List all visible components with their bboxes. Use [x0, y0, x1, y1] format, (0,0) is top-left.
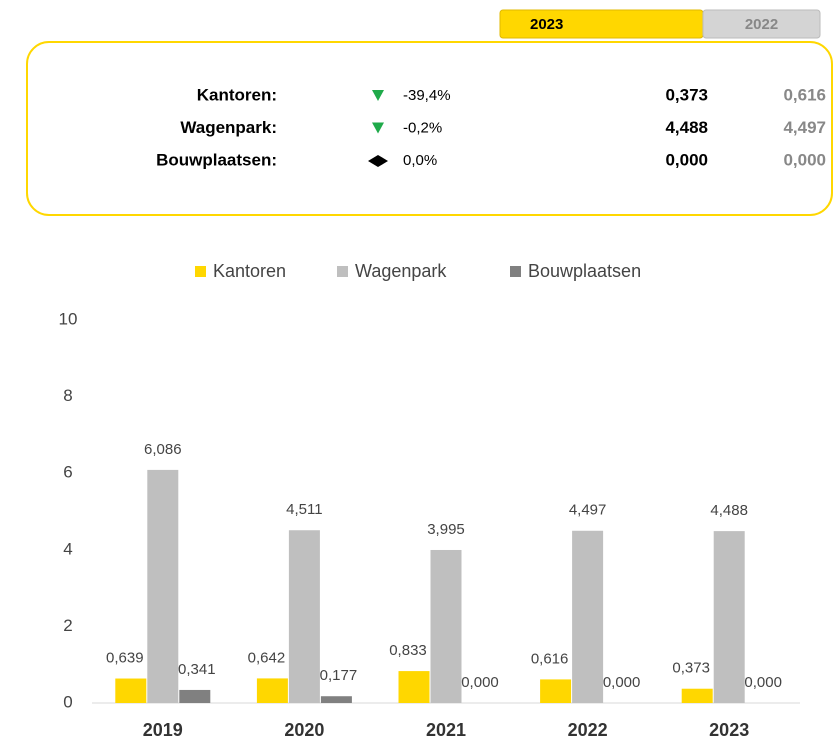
legend-label: Kantoren — [213, 261, 286, 281]
bar — [115, 678, 147, 703]
x-tick-label: 2021 — [426, 720, 466, 740]
bar — [572, 530, 604, 703]
row-current: 4,488 — [665, 118, 708, 137]
legend-label: Bouwplaatsen — [528, 261, 641, 281]
bar — [320, 696, 352, 703]
data-label: 0,000 — [603, 674, 641, 691]
trend-down — [372, 122, 384, 134]
data-label: 0,833 — [389, 642, 427, 659]
trend-flat — [368, 155, 388, 167]
data-label: 0,000 — [461, 674, 499, 691]
x-tick-label: 2022 — [568, 720, 608, 740]
row-change: 0,0% — [403, 152, 437, 169]
data-label: 0,616 — [531, 650, 569, 667]
data-label: 0,341 — [178, 661, 216, 678]
data-label: 0,373 — [672, 660, 710, 677]
row-change: -0,2% — [403, 119, 442, 136]
bar — [179, 689, 211, 703]
data-label: 3,995 — [427, 521, 465, 538]
x-tick-label: 2019 — [143, 720, 183, 740]
data-label: 0,642 — [248, 649, 286, 666]
data-label: 4,511 — [286, 501, 322, 518]
legend-swatch — [337, 266, 348, 277]
y-tick-label: 2 — [63, 616, 72, 635]
bar — [713, 531, 745, 703]
x-tick-label: 2020 — [284, 720, 324, 740]
data-label: 6,086 — [144, 441, 182, 458]
legend-swatch — [195, 266, 206, 277]
data-label: 4,488 — [710, 502, 748, 519]
row-label: Wagenpark: — [180, 118, 277, 137]
tab[interactable] — [702, 9, 821, 39]
bar — [147, 469, 179, 703]
legend-label: Wagenpark — [355, 261, 447, 281]
y-tick-label: 8 — [63, 386, 72, 405]
bar — [681, 688, 713, 703]
summary-panel — [26, 41, 833, 216]
tab-label[interactable]: 2023 — [530, 16, 563, 33]
bar — [288, 530, 320, 703]
row-current: 0,373 — [665, 85, 708, 104]
bar — [540, 679, 572, 703]
x-tick-label: 2023 — [709, 720, 749, 740]
data-label: 0,000 — [744, 674, 782, 691]
row-previous: 4,497 — [783, 118, 826, 137]
tab-label[interactable]: 2022 — [745, 16, 778, 33]
row-previous: 0,000 — [783, 150, 826, 169]
bar — [256, 678, 288, 703]
row-current: 0,000 — [665, 150, 708, 169]
row-previous: 0,616 — [783, 85, 826, 104]
row-label: Kantoren: — [197, 85, 277, 104]
legend-swatch — [510, 266, 521, 277]
data-label: 0,639 — [106, 649, 144, 666]
y-tick-label: 0 — [63, 692, 72, 711]
trend-down — [372, 90, 384, 101]
data-label: 4,497 — [569, 502, 607, 519]
y-tick-label: 10 — [59, 309, 78, 328]
row-label: Bouwplaatsen: — [156, 150, 277, 169]
data-label: 0,177 — [320, 667, 358, 684]
bar — [398, 671, 430, 703]
bar — [430, 549, 462, 703]
row-change: -39,4% — [403, 87, 451, 104]
y-tick-label: 6 — [63, 463, 72, 482]
y-tick-label: 4 — [63, 539, 72, 558]
